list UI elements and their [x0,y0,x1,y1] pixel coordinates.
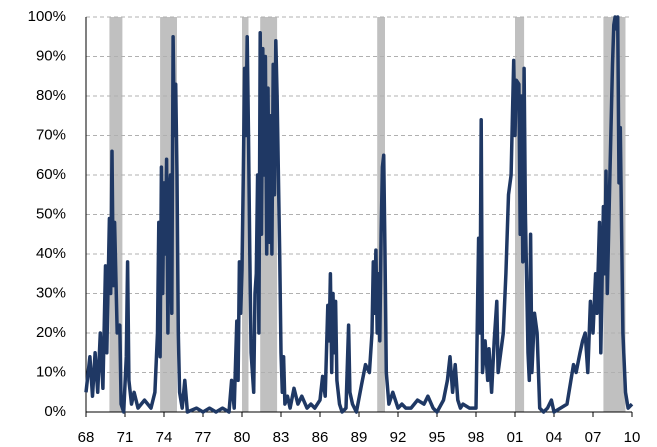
x-tick-label: 83 [273,429,290,446]
y-tick-label: 100% [28,8,66,25]
x-tick-label: 86 [312,429,329,446]
x-tick-label: 68 [78,429,95,446]
x-tick-label: 80 [234,429,251,446]
y-tick-label: 0% [44,403,66,420]
recession-band [242,17,249,412]
data-line [84,15,634,414]
x-tick-label: 89 [351,429,368,446]
y-tick-label: 30% [36,284,66,301]
x-tick-label: 92 [390,429,407,446]
x-tick-label: 74 [156,429,173,446]
x-tick-label: 07 [585,429,602,446]
x-tick-label: 71 [117,429,134,446]
y-tick-label: 80% [36,87,66,104]
x-tick-label: 10 [624,429,641,446]
y-tick-label: 50% [36,205,66,222]
x-tick-label: 98 [468,429,485,446]
y-tick-label: 40% [36,245,66,262]
y-tick-label: 20% [36,324,66,341]
x-tick-label: 01 [507,429,524,446]
y-tick-label: 90% [36,47,66,64]
y-tick-label: 10% [36,363,66,380]
y-tick-label: 70% [36,126,66,143]
x-tick-label: 77 [195,429,212,446]
x-tick-label: 95 [429,429,446,446]
y-tick-label: 60% [36,166,66,183]
x-tick-label: 04 [546,429,563,446]
